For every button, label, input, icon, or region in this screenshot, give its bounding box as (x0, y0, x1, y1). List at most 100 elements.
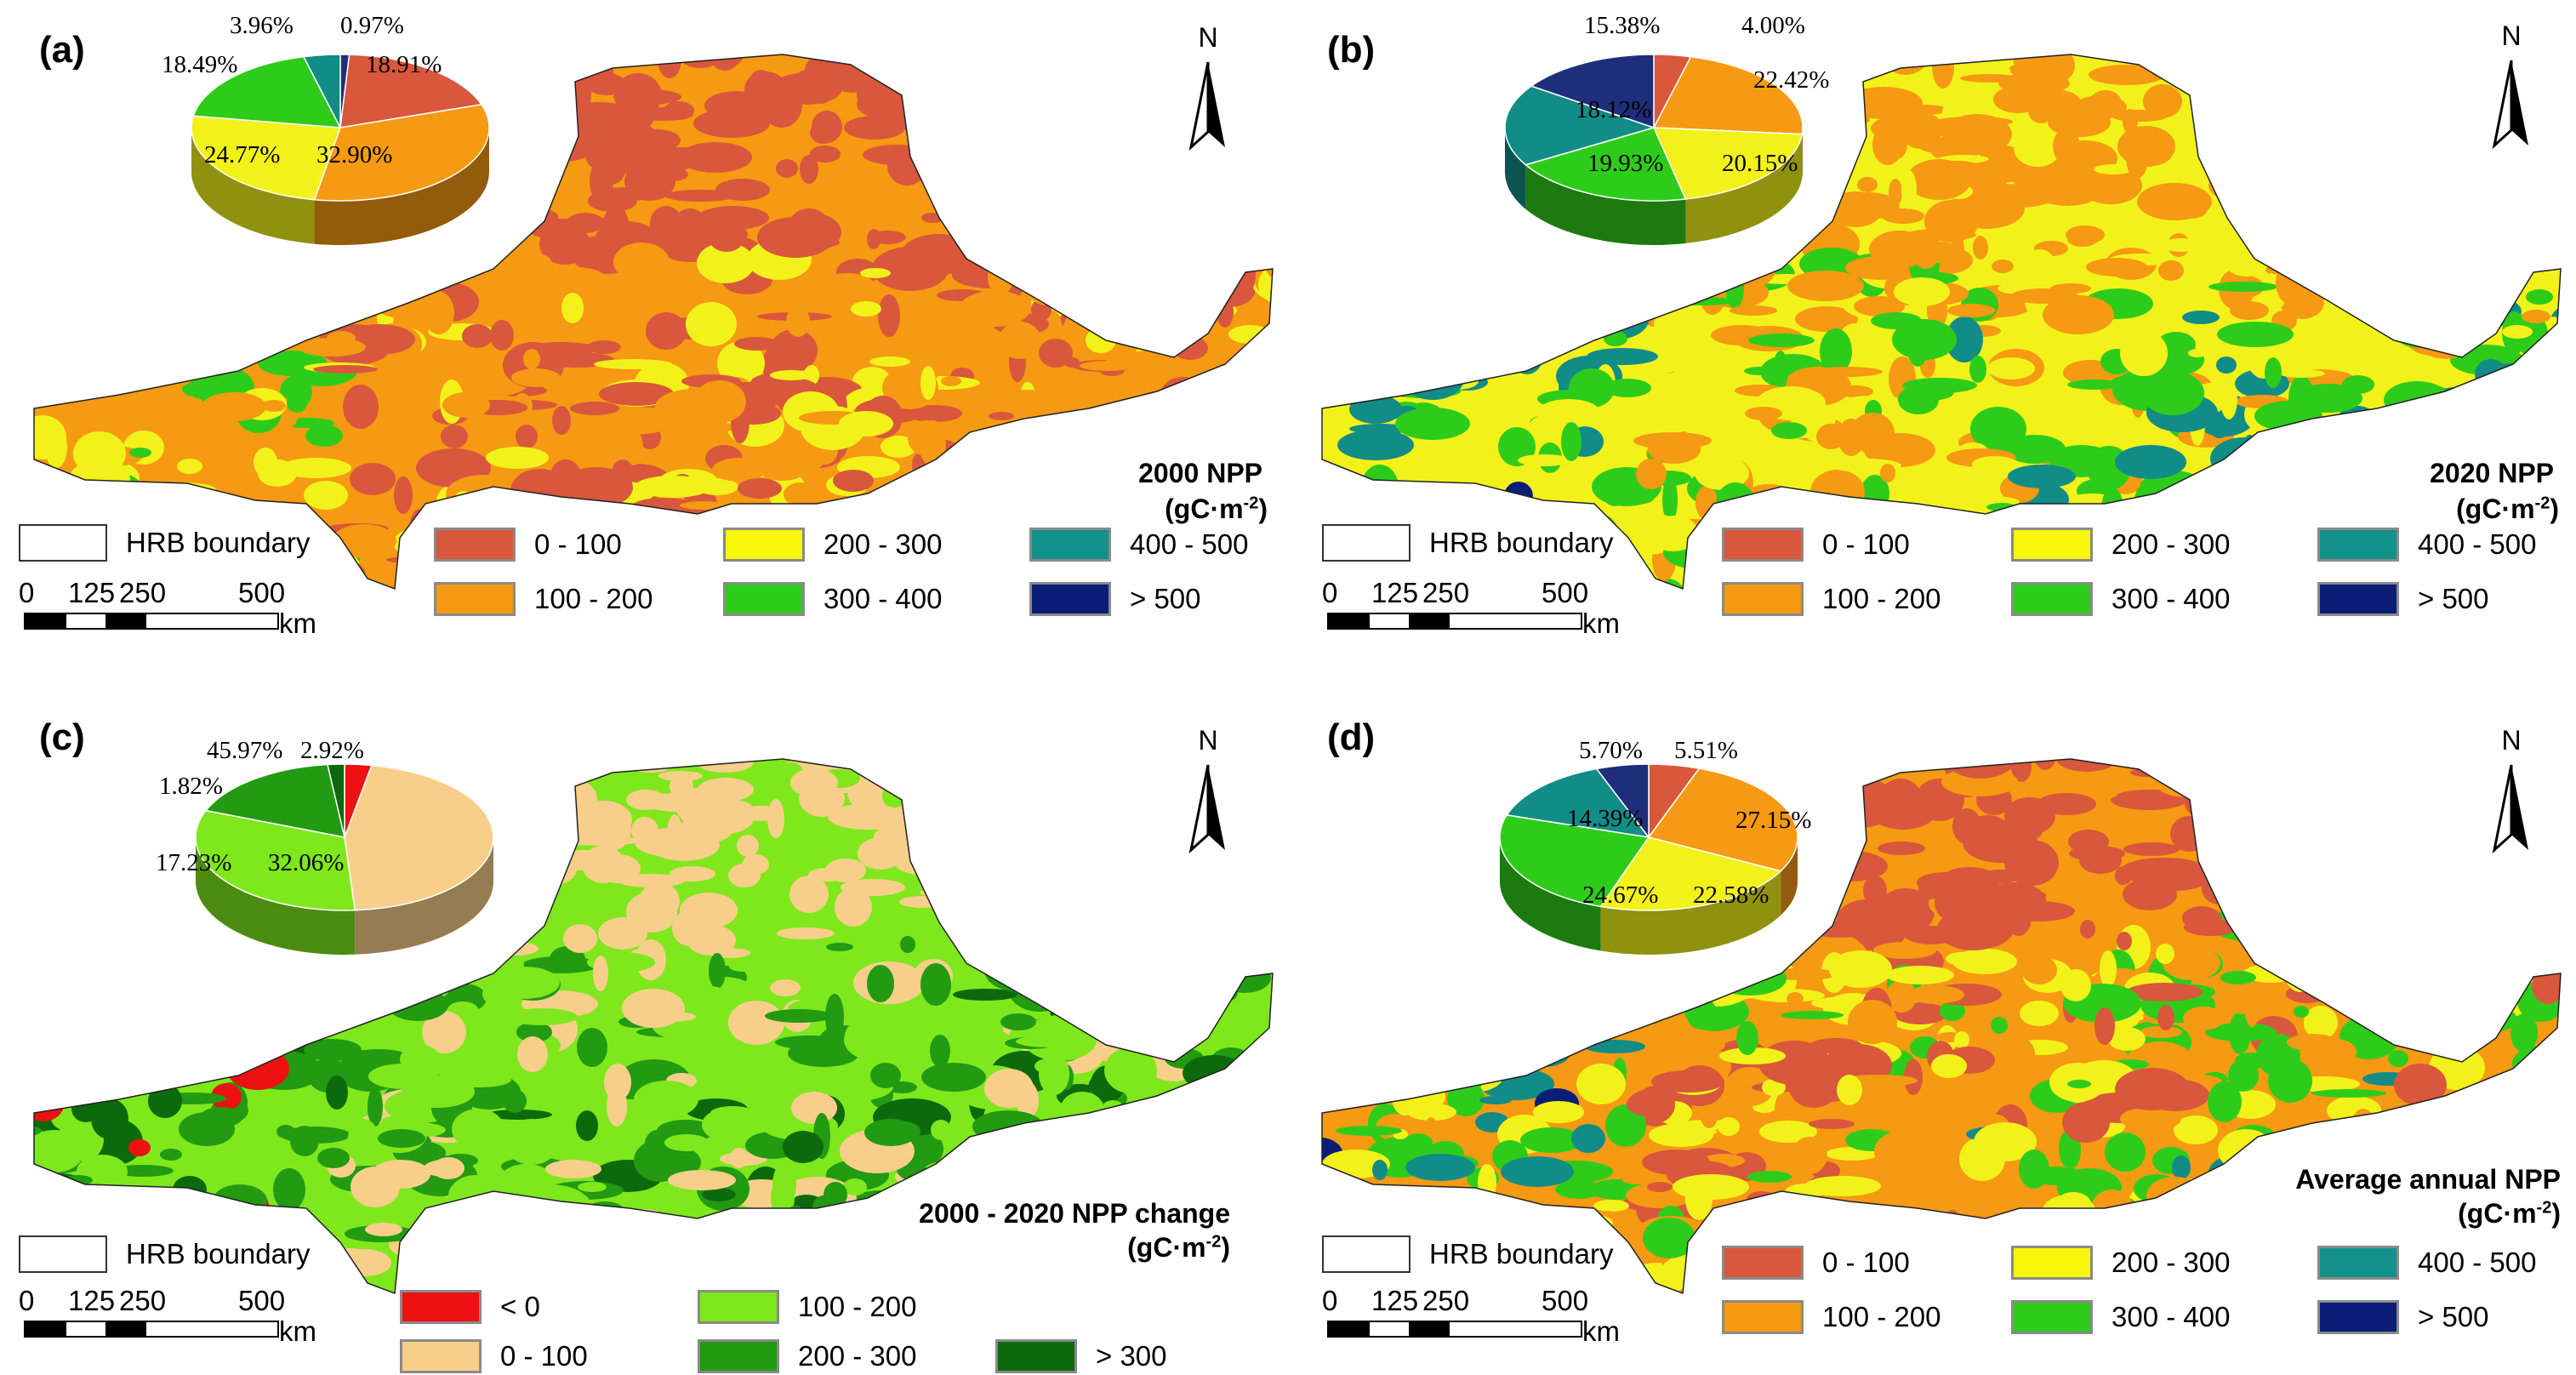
raster-patch (397, 597, 436, 642)
raster-patch (2488, 194, 2546, 220)
raster-patch (34, 970, 40, 1009)
raster-patch (1918, 1248, 1965, 1262)
raster-patch (424, 1160, 464, 1177)
raster-patch (1434, 54, 1465, 63)
raster-patch (2379, 191, 2424, 225)
raster-patch (396, 551, 429, 573)
raster-patch (610, 1276, 687, 1293)
raster-patch (1140, 30, 1179, 42)
raster-patch (1873, 942, 1936, 959)
raster-patch (1409, 187, 1451, 208)
raster-patch (54, 367, 95, 394)
basin-map (1321, 733, 2562, 1295)
raster-patch (2002, 614, 2017, 630)
raster-patch (430, 265, 453, 284)
raster-patch (2316, 910, 2345, 930)
raster-patch (2199, 54, 2230, 61)
raster-patch (2353, 503, 2425, 527)
raster-patch (2094, 1007, 2115, 1045)
raster-patch (1048, 1252, 1097, 1275)
raster-patch (665, 556, 699, 587)
raster-patch (2494, 224, 2515, 253)
raster-patch (91, 1098, 128, 1139)
raster-patch (1520, 1127, 1583, 1153)
raster-patch (1402, 1199, 1448, 1224)
raster-patch (342, 976, 417, 1007)
raster-patch (165, 1291, 240, 1293)
legend-item: 100 - 200 (1722, 582, 1941, 616)
raster-patch (950, 1166, 1003, 1196)
raster-patch (2020, 1001, 2059, 1026)
raster-patch (2022, 733, 2080, 748)
raster-patch (2495, 608, 2539, 630)
raster-patch (894, 849, 949, 875)
raster-patch (635, 476, 711, 498)
raster-patch (1112, 178, 1171, 210)
raster-patch (34, 339, 63, 372)
raster-patch (2437, 973, 2487, 985)
raster-patch (1544, 299, 1595, 312)
raster-patch (2184, 919, 2238, 936)
raster-patch (1984, 54, 2032, 60)
raster-patch (994, 1146, 1018, 1184)
raster-patch (2218, 1129, 2274, 1172)
raster-patch (1342, 151, 1363, 187)
raster-patch (2442, 31, 2473, 46)
raster-patch (529, 830, 567, 856)
raster-patch (2074, 95, 2127, 119)
raster-patch (2242, 835, 2265, 850)
raster-patch (1951, 233, 1964, 269)
legend-item: > 500 (2317, 582, 2489, 616)
raster-patch (1322, 992, 1361, 1013)
raster-patch (852, 1261, 911, 1275)
raster-patch (172, 308, 223, 349)
raster-patch (2422, 773, 2449, 804)
raster-patch (72, 88, 94, 128)
pie-pct-label: 18.49% (162, 51, 238, 78)
raster-patch (103, 854, 139, 880)
raster-patch (1257, 568, 1273, 586)
raster-patch (2535, 1231, 2561, 1272)
raster-patch (117, 332, 159, 366)
pie-slice-side (314, 128, 489, 245)
raster-patch (979, 1278, 1025, 1293)
raster-patch (2491, 176, 2561, 214)
pie-slice (1530, 54, 1655, 129)
raster-patch (1322, 191, 1339, 226)
raster-patch (2408, 228, 2461, 238)
raster-patch (1627, 1094, 1674, 1116)
raster-patch (2120, 330, 2168, 376)
raster-patch (1375, 54, 1429, 63)
raster-patch (1811, 367, 1883, 377)
raster-patch (552, 852, 622, 870)
raster-patch (913, 118, 971, 137)
pie-slice (1595, 763, 1650, 840)
raster-patch (160, 1149, 182, 1161)
raster-patch (1135, 266, 1154, 297)
raster-patch (1322, 273, 1356, 290)
raster-patch (2031, 80, 2053, 92)
raster-patch (2502, 325, 2533, 339)
raster-patch (567, 71, 591, 117)
raster-patch (378, 1129, 425, 1148)
raster-patch (719, 714, 778, 741)
raster-patch (665, 560, 689, 589)
raster-patch (578, 1182, 607, 1192)
raster-patch (1778, 1205, 1834, 1235)
raster-patch (1197, 1286, 1222, 1293)
raster-patch (1322, 773, 1359, 784)
raster-patch (452, 1109, 504, 1150)
raster-patch (570, 402, 619, 415)
legend-label: 300 - 400 (824, 583, 943, 614)
raster-patch (1576, 1064, 1626, 1104)
raster-patch (1146, 815, 1163, 846)
raster-patch (1748, 334, 1815, 347)
raster-patch (173, 1176, 207, 1203)
pie-pct-label: 20.15% (1722, 150, 1798, 177)
raster-patch (1322, 774, 1371, 808)
raster-patch (1089, 80, 1154, 104)
raster-patch (1686, 997, 1717, 1030)
raster-patch (166, 561, 234, 571)
raster-patch (639, 882, 680, 920)
raster-patch (2033, 759, 2057, 770)
